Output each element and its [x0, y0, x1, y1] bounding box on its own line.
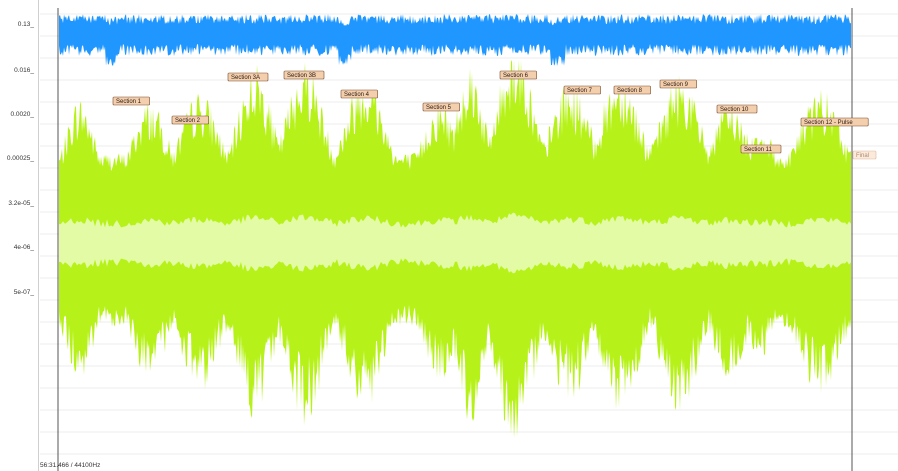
section-marker[interactable]: Section 3A [227, 72, 269, 82]
y-axis-label: 0.00025_ [7, 155, 34, 162]
svg-text:Final: Final [856, 153, 869, 159]
waveform-rms-band [59, 212, 851, 274]
section-marker[interactable]: Section 1 [112, 96, 150, 106]
svg-text:Section 12 - Pulse: Section 12 - Pulse [804, 120, 853, 126]
y-axis-label: 0.016_ [14, 67, 34, 74]
section-marker[interactable]: Section 9 [659, 79, 697, 89]
y-axis-label: 0.13_ [18, 21, 35, 28]
svg-text:Section 6: Section 6 [503, 73, 529, 79]
section-marker[interactable]: Section 2 [171, 115, 209, 125]
section-marker[interactable]: Section 11 [740, 144, 782, 154]
section-marker[interactable]: Section 7 [563, 85, 601, 95]
y-axis-label: 4e-06_ [14, 244, 35, 251]
section-marker[interactable]: Section 6 [499, 70, 537, 80]
svg-text:Section 10: Section 10 [720, 107, 749, 113]
top-waveform [59, 14, 851, 66]
section-marker[interactable]: Section 8 [613, 85, 651, 95]
svg-text:Section 3A: Section 3A [231, 75, 260, 81]
svg-text:Section 1: Section 1 [116, 99, 142, 105]
section-marker[interactable]: Section 12 - Pulse [800, 117, 869, 127]
section-marker[interactable]: Section 5 [422, 102, 460, 112]
section-marker[interactable]: Section 10 [716, 104, 758, 114]
svg-text:Section 11: Section 11 [744, 147, 773, 153]
y-axis-label: 0.0020_ [11, 111, 35, 118]
position-readout: 56:31.466 / 44100Hz [40, 462, 101, 469]
svg-text:Section 7: Section 7 [567, 88, 593, 94]
svg-text:Section 3B: Section 3B [287, 73, 316, 79]
section-marker[interactable]: Section 3B [283, 70, 325, 80]
section-marker[interactable]: Section 4 [340, 89, 378, 99]
svg-text:Section 4: Section 4 [344, 92, 370, 98]
svg-text:Section 8: Section 8 [617, 88, 643, 94]
y-axis-labels: 0.13_ 0.016_ 0.0020_ 0.00025_ 3.2e-05_ 4e-06_… [7, 21, 35, 296]
svg-text:Section 5: Section 5 [426, 105, 452, 111]
y-axis-label: 3.2e-05_ [8, 200, 34, 207]
svg-text:Section 2: Section 2 [175, 118, 201, 124]
svg-text:Section 9: Section 9 [663, 82, 689, 88]
y-axis-label: 5e-07_ [14, 289, 35, 296]
section-markers[interactable]: Section 1 Section 2 Section 3A Section 3B Se… [112, 70, 877, 160]
section-marker[interactable]: Final [852, 150, 877, 160]
